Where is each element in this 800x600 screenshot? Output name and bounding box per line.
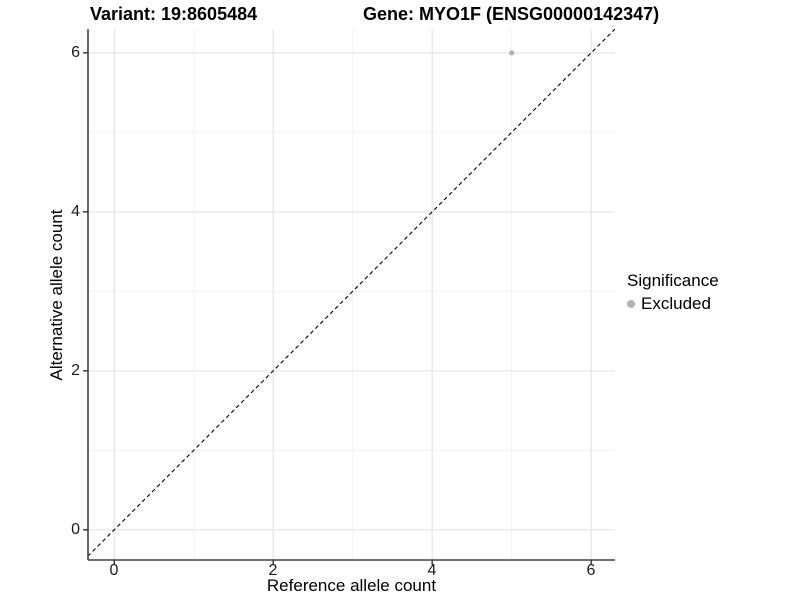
legend-title: Significance <box>627 271 719 290</box>
y-tick-label: 0 <box>71 521 80 538</box>
identity-dashed-line <box>88 29 615 557</box>
plot-panel <box>83 29 615 565</box>
y-tick-label: 2 <box>71 362 80 379</box>
legend-item-label: Excluded <box>641 294 711 313</box>
y-tick-label: 6 <box>71 44 80 61</box>
x-tick-label: 6 <box>586 562 596 579</box>
variant-title: Variant: 19:8605484 <box>90 4 258 24</box>
x-tick-label: 4 <box>427 562 437 579</box>
y-axis-title: Alternative allele count <box>47 209 66 381</box>
legend: Significance Excluded <box>627 271 719 314</box>
gene-title: Gene: MYO1F (ENSG00000142347) <box>363 4 660 24</box>
x-tick-label: 2 <box>268 562 278 579</box>
y-tick-label: 4 <box>71 203 80 220</box>
legend-item: Excluded <box>627 294 719 314</box>
x-tick-label: 0 <box>109 562 119 579</box>
legend-circle-marker-icon <box>627 300 635 308</box>
x-axis-title: Reference allele count <box>266 576 437 595</box>
data-point <box>509 50 515 56</box>
